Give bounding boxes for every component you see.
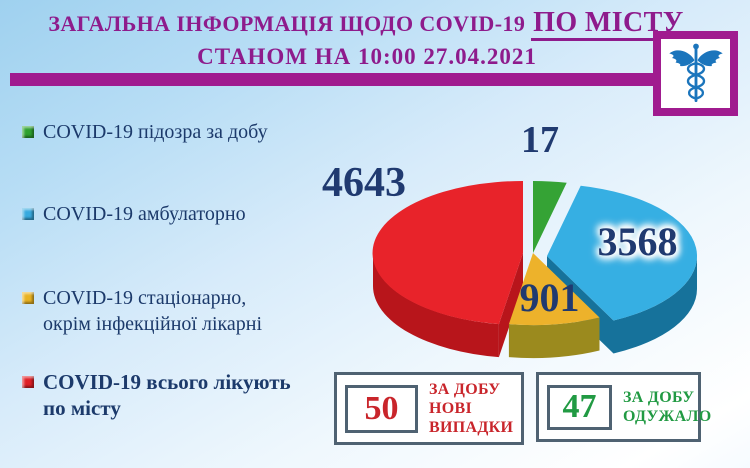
stat-box-recovered: 47 ЗА ДОБУ ОДУЖАЛО bbox=[536, 372, 711, 442]
legend-swatch-red bbox=[22, 376, 34, 388]
title-main: ЗАГАЛЬНА ІНФОРМАЦІЯ ЩОДО COVID-19 bbox=[48, 11, 526, 36]
pie-label-suspected: 17 bbox=[521, 119, 559, 161]
legend-item-suspected: COVID-19 підозра за добу bbox=[22, 119, 268, 145]
legend-label: COVID-19 амбулаторно bbox=[43, 203, 246, 225]
divider-bar bbox=[10, 73, 658, 86]
legend-item-stationary: COVID-19 стаціонарно, окрім інфекційної … bbox=[22, 285, 262, 337]
header: ЗАГАЛЬНА ІНФОРМАЦІЯ ЩОДО COVID-19 ПО МІС… bbox=[0, 7, 734, 70]
new-cases-label: ЗА ДОБУ НОВІ ВИПАДКИ bbox=[429, 381, 514, 436]
recovered-label: ЗА ДОБУ ОДУЖАЛО bbox=[623, 389, 712, 425]
legend-label: COVID-19 стаціонарно, окрім інфекційної … bbox=[43, 287, 263, 335]
caduceus-icon bbox=[668, 43, 723, 102]
legend-swatch-yellow bbox=[22, 292, 34, 304]
pie-label-total-treated: 4643 bbox=[322, 160, 406, 206]
legend-item-ambulatory: COVID-19 амбулаторно bbox=[22, 201, 246, 227]
pie-label-ambulatory: 3568 bbox=[597, 219, 678, 264]
legend-swatch-blue bbox=[22, 208, 34, 220]
legend-label: COVID-19 всього лікують по місту bbox=[43, 370, 291, 420]
pie-chart bbox=[372, 180, 698, 359]
legend-label: COVID-19 підозра за добу bbox=[43, 121, 268, 143]
stat-box-new-cases: 50 ЗА ДОБУ НОВІ ВИПАДКИ bbox=[334, 372, 524, 445]
legend-item-total-treated: COVID-19 всього лікують по місту bbox=[22, 369, 291, 421]
page-title: ЗАГАЛЬНА ІНФОРМАЦІЯ ЩОДО COVID-19 ПО МІС… bbox=[0, 7, 734, 41]
page-subtitle: СТАНОМ НА 10:00 27.04.2021 bbox=[197, 44, 537, 69]
pie-label-stationary: 901 bbox=[519, 275, 580, 320]
legend-swatch-green bbox=[22, 126, 34, 138]
recovered-value: 47 bbox=[547, 384, 612, 430]
new-cases-value: 50 bbox=[345, 384, 418, 433]
logo-box bbox=[653, 31, 738, 116]
